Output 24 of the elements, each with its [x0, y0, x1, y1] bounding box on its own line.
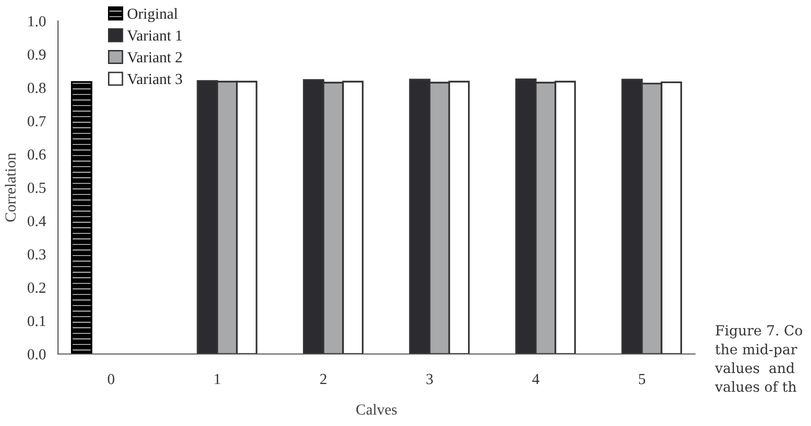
y-tick-label: 0.1 — [28, 316, 46, 326]
legend-label: Original — [128, 8, 178, 22]
y-tick-label: 0.5 — [28, 182, 46, 194]
x-tick-label: 4 — [532, 374, 540, 384]
x-tick-label: 3 — [426, 374, 433, 384]
caption: Figure 7. Co the mid-par values and values of th — [714, 325, 802, 392]
y-tick-label: 0.4 — [28, 216, 46, 226]
x-tick-label: 2 — [320, 374, 326, 384]
legend-label: Variant 3 — [127, 74, 182, 84]
y-tick-label: 1.0 — [28, 16, 46, 27]
y-tick-label: 0.6 — [28, 149, 46, 160]
y-tick-label: 0.0 — [28, 349, 46, 360]
x-axis-title: Calves — [356, 404, 397, 415]
y-tick-label: 0.2 — [28, 282, 46, 293]
y-tick-label: 0.8 — [28, 82, 46, 94]
y-axis-title: Correlation — [4, 152, 16, 222]
y-tick-label: 0.7 — [28, 116, 46, 126]
legend-label: Variant 1 — [127, 30, 182, 41]
y-tick-label: 0.9 — [28, 49, 46, 60]
y-tick-label: 0.3 — [28, 249, 46, 260]
legend-label: Variant 2 — [127, 52, 182, 62]
x-tick-label: 1 — [214, 374, 220, 384]
x-tick-label: 5 — [638, 374, 646, 384]
x-tick-label: 0 — [108, 374, 114, 384]
